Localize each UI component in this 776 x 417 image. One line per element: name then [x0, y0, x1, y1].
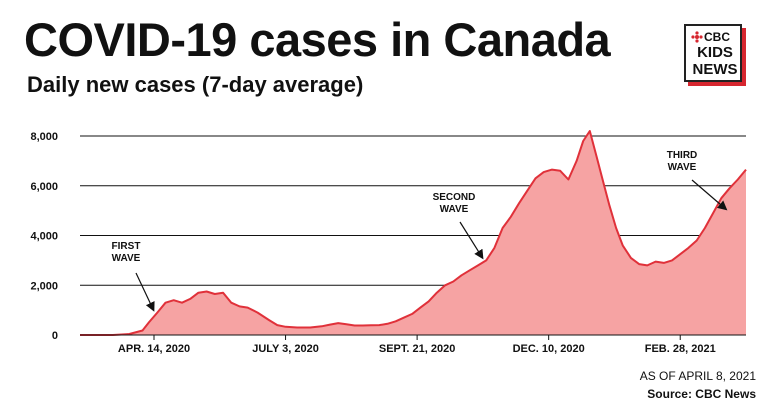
x-tick-label: DEC. 10, 2020: [513, 343, 585, 355]
y-tick-label: 6,000: [30, 181, 58, 193]
y-tick-label: 4,000: [30, 231, 58, 243]
annotation-arrow: [691, 179, 728, 211]
logo-text-news: NEWS: [692, 61, 738, 78]
cbc-gem-icon: [691, 31, 703, 43]
x-tick-label: JULY 3, 2020: [252, 343, 319, 355]
x-tick-label: APR. 14, 2020: [118, 343, 190, 355]
y-tick-label: 0: [52, 330, 58, 342]
y-tick-label: 2,000: [30, 280, 58, 292]
chart-subtitle: Daily new cases (7-day average): [27, 72, 364, 97]
cbc-kids-news-logo: CBC KIDS NEWS: [684, 24, 746, 86]
x-tick-label: SEPT. 21, 2020: [379, 343, 455, 355]
logo-text-kids: KIDS: [697, 44, 733, 61]
logo-text-cbc: CBC: [704, 30, 730, 44]
annotation-label: WAVE: [112, 253, 141, 264]
x-tick-label: FEB. 28, 2021: [645, 343, 716, 355]
annotation-label: WAVE: [668, 162, 697, 173]
annotation-arrow: [135, 272, 155, 312]
annotation-arrow: [459, 221, 484, 260]
page-title: COVID-19 cases in Canada: [24, 13, 611, 66]
logo-box: CBC KIDS NEWS: [684, 24, 742, 82]
cases-area-fill: [80, 131, 746, 335]
cases-line: [80, 130, 747, 336]
y-tick-label: 8,000: [30, 131, 58, 143]
annotation-label: FIRST: [112, 241, 141, 252]
annotation-label: SECOND: [433, 192, 476, 203]
source-credit: Source: CBC News: [647, 387, 756, 401]
as-of-date: AS OF APRIL 8, 2021: [639, 369, 756, 383]
annotation-label: THIRD: [667, 150, 698, 161]
annotation-label: WAVE: [440, 204, 469, 215]
